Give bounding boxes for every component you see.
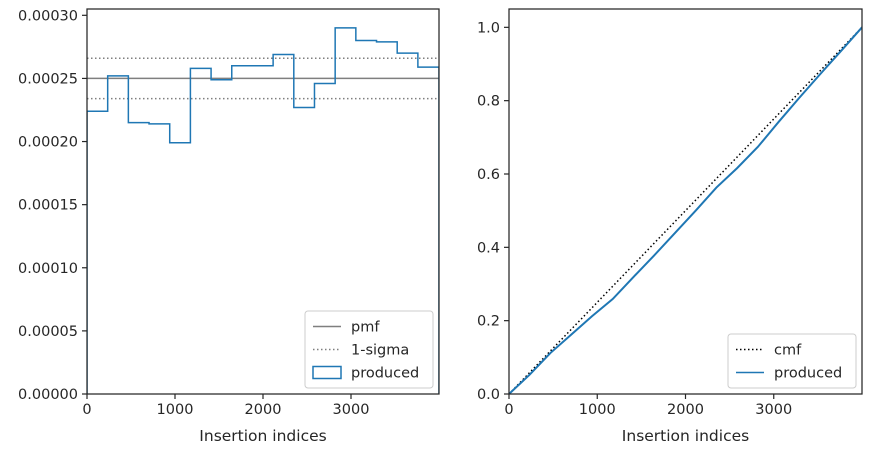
legend-label-produced: produced [774,366,842,382]
y-tick-label: 0.00025 [18,71,78,87]
x-tick-label: 0 [504,402,513,418]
x-tick-label: 2000 [667,402,704,418]
y-tick-label: 0.00000 [18,387,78,403]
y-tick-label: 0.00010 [18,261,78,277]
y-tick-label: 0.8 [477,94,500,110]
series-produced-line [87,27,439,394]
y-tick-label: 0.00020 [18,135,78,151]
legend-label-cmf: cmf [774,343,802,359]
legend-swatch-produced [312,365,342,380]
panel-2: 0 1000 2000 3000 0.0 0.2 0.4 0.6 0.8 1.0 Insertion… [477,8,863,445]
legend: cmf produced [727,333,857,389]
plot-area [509,26,862,394]
y-tick-label: 0.6 [477,167,500,183]
x-axis-label: Insertion indices [199,427,326,445]
panel-1: 0 1000 2000 3000 0.00000 0.00005 0.00010 0.0001… [18,8,440,445]
legend-label-1-sigma: 1-sigma [351,343,409,359]
legend-label-pmf: pmf [351,320,380,336]
legend-box [304,310,434,389]
x-tick-label: 2000 [245,402,282,418]
y-tick-label: 0.00005 [18,324,78,340]
x-tick-label: 1000 [157,402,194,418]
y-tick-label: 0.00015 [18,198,78,214]
y-tick-label: 0.2 [477,314,500,330]
legend-label-produced: produced [351,366,419,382]
legend-box [727,333,857,389]
x-tick-label: 3000 [333,402,370,418]
x-tick-label: 0 [82,402,91,418]
series-cmf-line [509,26,862,394]
y-tick-label: 0.00030 [18,8,78,24]
plot-area [87,27,439,394]
legend: pmf 1-sigma produced [304,310,434,389]
y-tick-label: 1.0 [477,20,500,36]
x-tick-label: 1000 [579,402,616,418]
x-tick-label: 3000 [755,402,792,418]
series-produced-line [509,26,862,394]
y-tick-label: 0.0 [477,387,500,403]
y-tick-label: 0.4 [477,240,500,256]
x-axis-label: Insertion indices [622,427,749,445]
